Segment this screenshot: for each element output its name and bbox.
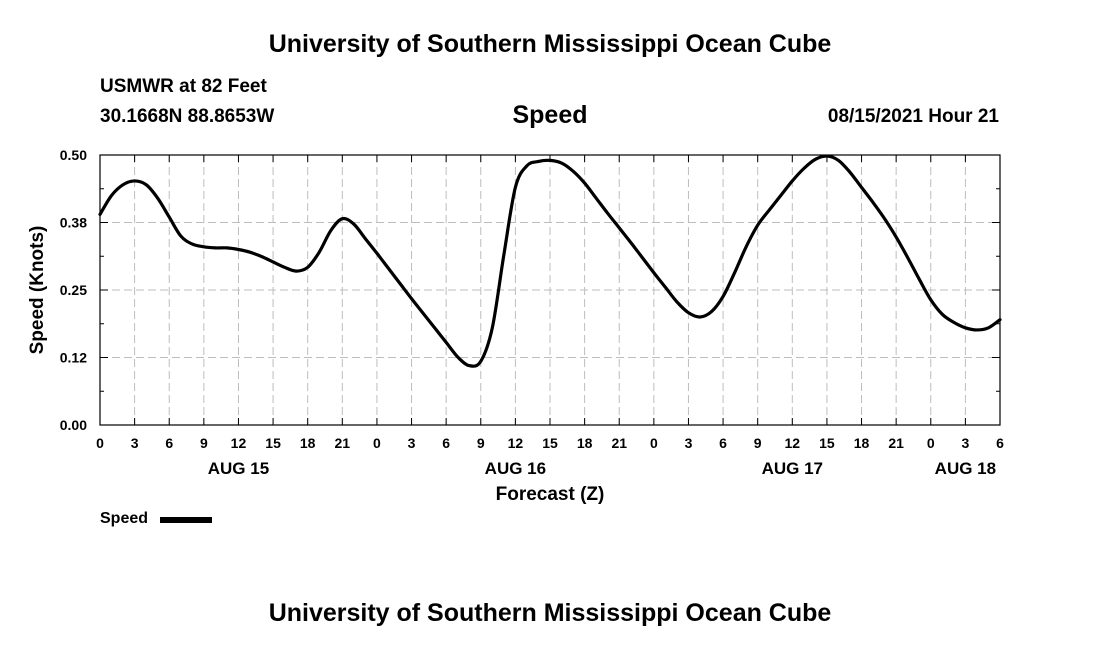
x-tick-label: 15 xyxy=(542,435,558,451)
chart-title-top: University of Southern Mississippi Ocean… xyxy=(268,30,832,58)
date-label: AUG 16 xyxy=(485,459,546,478)
x-tick-label: 0 xyxy=(373,435,381,451)
x-tick-label: 15 xyxy=(819,435,835,451)
y-tick-label: 0.00 xyxy=(60,417,87,433)
x-tick-label: 6 xyxy=(719,435,727,451)
coordinates-label: 30.1668N 88.8653W xyxy=(100,106,275,127)
x-tick-label: 3 xyxy=(408,435,416,451)
y-tick-label: 0.12 xyxy=(60,350,87,366)
grid-lines xyxy=(100,155,1000,425)
x-tick-label: 6 xyxy=(442,435,450,451)
legend-swatch xyxy=(160,517,212,523)
variable-title: Speed xyxy=(512,101,588,129)
x-tick-label: 12 xyxy=(785,435,801,451)
y-tick-label: 0.25 xyxy=(60,282,87,298)
legend-label: Speed xyxy=(100,510,149,527)
y-tick-label: 0.50 xyxy=(60,147,87,163)
x-tick-label: 21 xyxy=(335,435,351,451)
x-tick-label: 6 xyxy=(165,435,173,451)
x-tick-label: 15 xyxy=(265,435,281,451)
x-tick-label: 0 xyxy=(96,435,104,451)
date-label: AUG 17 xyxy=(762,459,823,478)
x-tick-label: 18 xyxy=(577,435,593,451)
axis-labels: 0 3 6 9 12 15 18 21 0 3 6 9 12 15 18 21 0 3 6 9 12 15 18 21 0 3 6 0… xyxy=(27,147,1004,505)
date-label: AUG 18 xyxy=(935,459,996,478)
x-tick-label: 9 xyxy=(754,435,762,451)
x-tick-label: 9 xyxy=(200,435,208,451)
date-label: AUG 15 xyxy=(208,459,269,478)
x-tick-label: 3 xyxy=(961,435,969,451)
x-tick-label: 12 xyxy=(508,435,524,451)
x-tick-label: 6 xyxy=(996,435,1004,451)
x-tick-label: 18 xyxy=(300,435,316,451)
x-tick-label: 3 xyxy=(685,435,693,451)
x-tick-label: 3 xyxy=(131,435,139,451)
x-tick-label: 18 xyxy=(854,435,870,451)
y-axis-title: Speed (Knots) xyxy=(27,226,48,355)
x-tick-label: 21 xyxy=(611,435,627,451)
x-tick-label: 21 xyxy=(888,435,904,451)
series-line-speed xyxy=(98,154,1002,368)
x-axis-title: Forecast (Z) xyxy=(496,484,605,505)
series-layer xyxy=(98,154,1002,368)
y-tick-label: 0.38 xyxy=(60,215,87,231)
forecast-datetime: 08/15/2021 Hour 21 xyxy=(827,106,999,127)
axis-ticks xyxy=(99,154,1001,426)
station-label: USMWR at 82 Feet xyxy=(100,76,267,97)
x-tick-label: 9 xyxy=(477,435,485,451)
chart-title-bottom: University of Southern Mississippi Ocean… xyxy=(268,599,832,627)
x-tick-label: 0 xyxy=(650,435,658,451)
x-tick-label: 12 xyxy=(231,435,247,451)
x-tick-label: 0 xyxy=(927,435,935,451)
